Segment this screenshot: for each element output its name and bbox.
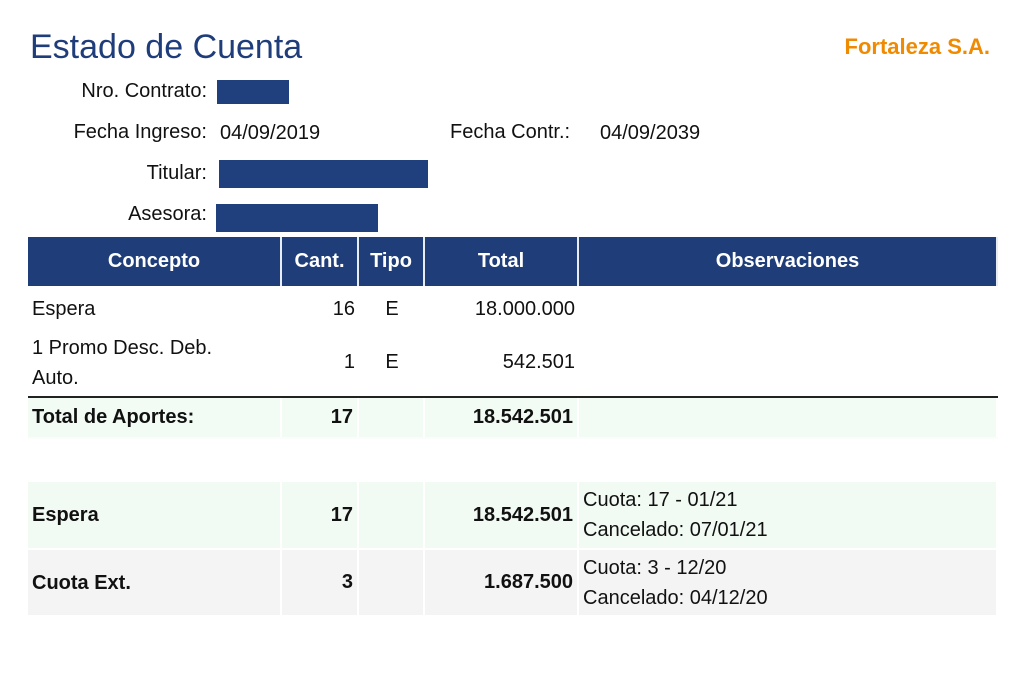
table-cell: E: [385, 297, 399, 320]
table-cell: Espera: [32, 298, 96, 320]
redacted: [217, 80, 289, 104]
table-cell: Espera: [28, 482, 282, 548]
redacted: [216, 204, 378, 232]
rule: [28, 437, 998, 439]
table-cell: 1 Promo Desc. Deb. Auto.: [32, 336, 213, 389]
field-value: 04/09/2039: [600, 122, 701, 144]
table-cell: 542.501: [502, 351, 575, 373]
table-cell: [579, 397, 998, 437]
table-cell: [359, 482, 425, 548]
table-cell: E: [385, 351, 399, 373]
redacted: [219, 160, 428, 188]
field-value: 04/09/2019: [220, 122, 321, 144]
table-cell: 18.542.501: [425, 397, 579, 437]
title: Estado de Cuenta: [30, 28, 303, 66]
field-label: Titular:: [146, 162, 207, 184]
field-label: Nro. Contrato:: [81, 80, 207, 102]
field-label: Asesora:: [128, 203, 207, 225]
field-label: Fecha Ingreso:: [73, 121, 207, 143]
table-cell: 17: [282, 397, 359, 437]
table-cell: 3: [282, 550, 359, 615]
table-cell: 18.542.501: [425, 482, 579, 548]
table-cell: [359, 397, 425, 437]
observation: Cuota: 3 - 12/20: [583, 556, 727, 579]
table-cell: 1.687.500: [425, 550, 579, 615]
table-cell: 16: [332, 297, 355, 320]
table-cell: Cuota Ext.: [28, 550, 282, 615]
column-header: Concepto: [28, 237, 282, 286]
rule: [28, 396, 998, 398]
table-cell: [579, 290, 998, 328]
table-cell: [579, 330, 998, 395]
observation: Cancelado: 04/12/20: [583, 586, 768, 609]
column-header: Tipo: [359, 237, 425, 286]
table-cell: 1: [343, 351, 355, 373]
table-cell: 18.000.000: [474, 297, 575, 320]
field-label: Fecha Contr.:: [450, 121, 571, 143]
observation: Cuota: 17 - 01/21: [583, 489, 738, 511]
column-header: Total: [425, 237, 579, 286]
column-header: Cant.: [282, 237, 359, 286]
table-cell: Total de Aportes:: [28, 397, 282, 437]
table-cell: 17: [282, 482, 359, 548]
table-cell: [359, 550, 425, 615]
table-cell: Cuota: 17 - 01/21 Cancelado: 07/01/21: [579, 482, 998, 548]
table-cell: Cuota: 3 - 12/20 Cancelado: 04/12/20: [579, 550, 998, 615]
observation: Cancelado: 07/01/21: [583, 519, 768, 541]
company: Fortaleza S.A.: [844, 34, 990, 59]
column-header: Observaciones: [579, 237, 998, 286]
